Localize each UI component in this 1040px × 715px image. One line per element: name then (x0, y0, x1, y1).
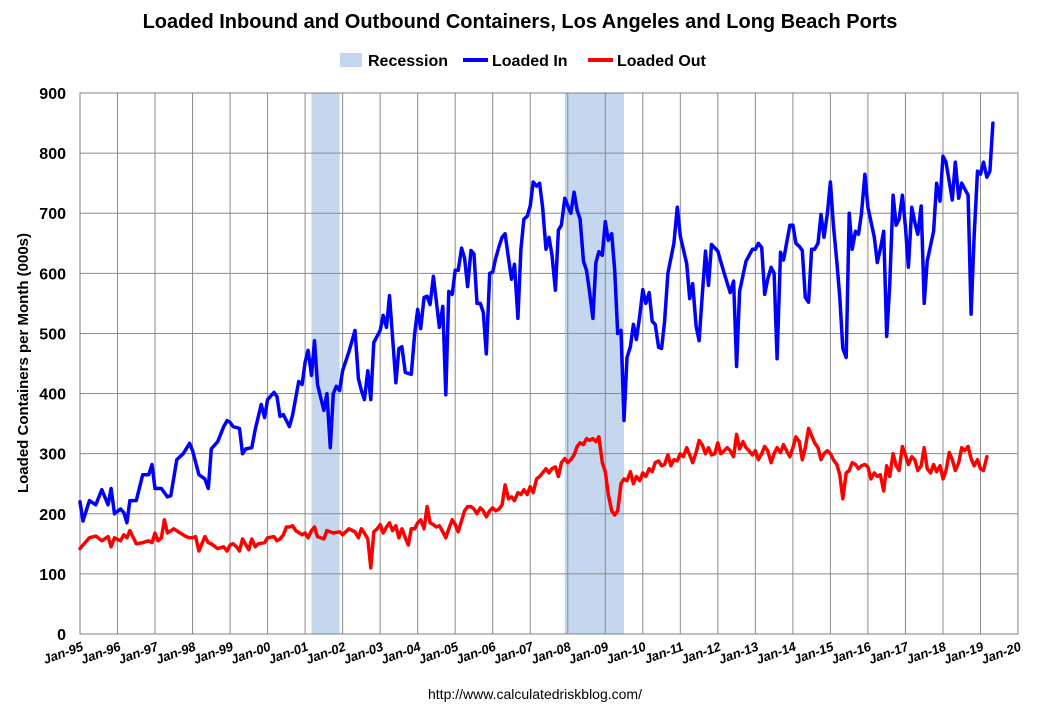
series-line-loaded-in (78, 121, 995, 525)
y-tick-label: 800 (39, 146, 66, 163)
y-tick-label: 200 (39, 507, 66, 524)
y-tick-label: 300 (39, 447, 66, 464)
y-tick-label: 500 (39, 326, 66, 343)
y-tick-label: 600 (39, 266, 66, 283)
recession-band-2 (564, 93, 625, 634)
plot-area-border (79, 92, 1019, 635)
y-axis-ticks: 0 100 200 300 400 500 600 700 800 900 (39, 86, 66, 644)
gridlines (79, 92, 1019, 635)
y-tick-label: 0 (57, 627, 66, 644)
legend-label-recession: Recession (368, 53, 448, 70)
x-tick-label: Jan-20 (979, 638, 1024, 666)
y-axis-label: Loaded Containers per Month (000s) (15, 233, 32, 493)
legend-label-loaded-in: Loaded In (492, 53, 568, 70)
recession-bands (311, 93, 625, 634)
series-lines (78, 121, 995, 570)
y-tick-label: 700 (39, 206, 66, 223)
x-axis-ticks: Jan-95Jan-96Jan-97Jan-98Jan-99Jan-00Jan-… (41, 638, 1024, 666)
legend-swatch-recession (340, 53, 362, 67)
legend: Recession Loaded In Loaded Out (340, 53, 707, 70)
y-tick-label: 400 (39, 387, 66, 404)
chart-title: Loaded Inbound and Outbound Containers, … (143, 11, 898, 33)
source-url: http://www.calculatedriskblog.com/ (428, 686, 642, 702)
series-line-loaded-out (78, 426, 989, 570)
legend-label-loaded-out: Loaded Out (617, 53, 707, 70)
y-tick-label: 900 (39, 86, 66, 103)
y-tick-label: 100 (39, 567, 66, 584)
